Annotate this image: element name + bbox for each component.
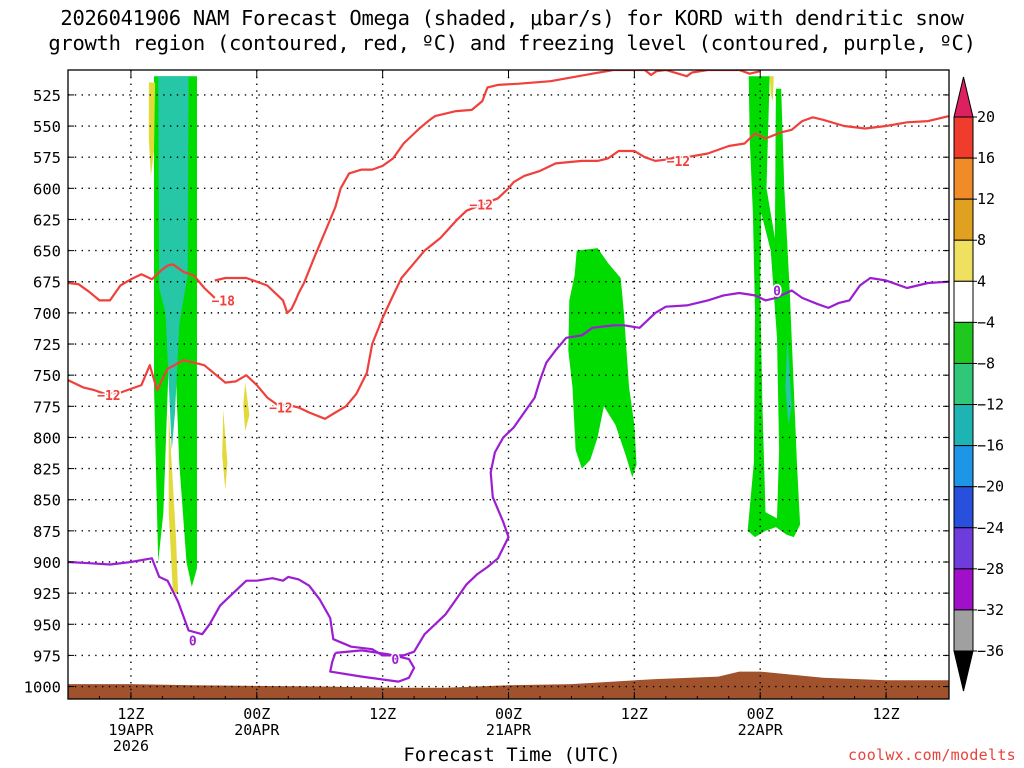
contour-label: −12	[667, 155, 690, 170]
colorbar-swatch	[953, 527, 974, 570]
y-tick-label: 750	[33, 367, 61, 385]
y-tick-label: 775	[33, 398, 61, 416]
y-tick-label: 625	[33, 211, 61, 229]
colorbar-swatch	[953, 116, 974, 159]
x-tick-label: 12Z	[621, 705, 648, 723]
credit-link[interactable]: coolwx.com/modelts	[848, 746, 1016, 764]
colorbar-swatch	[953, 362, 974, 406]
colorbar-label: −36	[977, 642, 1004, 660]
y-tick-label: 1000	[24, 679, 61, 697]
contour-label: −18	[211, 294, 235, 309]
x-tick-label: 22APR	[738, 721, 784, 739]
colorbar-label: −32	[977, 601, 1004, 619]
y-tick-label: 800	[33, 429, 61, 447]
colorbar-swatch	[953, 568, 974, 611]
colorbar-swatch	[953, 198, 974, 241]
omega-yellow-a	[148, 82, 156, 176]
contour-lines	[68, 70, 949, 683]
dgz-12-upper	[676, 115, 949, 159]
colorbar-swatch	[953, 239, 974, 282]
chart-title: 2026041906 NAM Forecast Omega (shaded, μ…	[0, 6, 1024, 56]
contour-label: 0	[391, 653, 399, 668]
colorbar-label: 12	[977, 190, 995, 208]
omega-shading	[68, 76, 949, 699]
x-tick-label: 20APR	[234, 721, 280, 739]
contour-label: 0	[189, 634, 197, 649]
title-line-2: growth region (contoured, red, ºC) and f…	[48, 31, 976, 55]
colorbar-arrow-top	[953, 76, 974, 118]
colorbar-swatch	[953, 157, 974, 200]
omega-yellow-d	[243, 382, 250, 432]
contour-label: 0	[773, 284, 781, 299]
omega-teal-early	[158, 76, 189, 450]
terrain	[68, 671, 949, 699]
omega-green-mid	[568, 248, 637, 478]
y-tick-label: 525	[33, 87, 61, 105]
colorbar-label: −20	[977, 478, 1004, 496]
y-tick-label: 950	[33, 616, 61, 634]
x-tick-label: 2026	[113, 737, 149, 755]
dgz-18-lower	[68, 263, 216, 302]
title-line-1: 2026041906 NAM Forecast Omega (shaded, μ…	[60, 6, 964, 30]
colorbar-label: 4	[977, 272, 986, 290]
colorbar-label: −24	[977, 519, 1004, 537]
omega-teal-late	[785, 337, 792, 425]
y-tick-label: 550	[33, 118, 61, 136]
contour-label: −12	[269, 402, 292, 417]
colorbar-label: 16	[977, 149, 995, 167]
dgz-18-upper	[214, 70, 761, 314]
y-tick-label: 875	[33, 523, 61, 541]
y-tick-label: 900	[33, 554, 61, 572]
colorbar-swatch	[953, 486, 974, 529]
contour-label: −12	[97, 389, 120, 404]
colorbar-label: −12	[977, 396, 1004, 414]
y-tick-label: 725	[33, 336, 61, 354]
x-tick-label: 12Z	[117, 705, 144, 723]
colorbar-label: −28	[977, 560, 1004, 578]
omega-yellow-b	[168, 412, 179, 594]
x-tick-label: 00Z	[747, 705, 774, 723]
y-tick-label: 975	[33, 647, 61, 665]
x-tick-label: 00Z	[243, 705, 270, 723]
y-tick-label: 675	[33, 274, 61, 292]
y-axis: 525 550 575 600 625 650 675 700 725 750 775 800 825 8…	[24, 87, 949, 697]
colorbar: 20 16 12 8 4 −4 −8 −12 −16 −20 −24 −28 −32 −36	[953, 76, 1004, 692]
colorbar-label: −4	[977, 313, 995, 331]
x-tick-label: 12Z	[873, 705, 900, 723]
y-tick-label: 925	[33, 585, 61, 603]
x-tick-label: 12Z	[369, 705, 396, 723]
omega-white-hole	[760, 213, 780, 519]
x-axis-label: Forecast Time (UTC)	[403, 744, 621, 766]
colorbar-swatch	[953, 280, 974, 323]
grid-lines	[68, 70, 949, 699]
y-tick-label: 700	[33, 305, 61, 323]
x-tick-label: 19APR	[108, 721, 154, 739]
colorbar-label: 20	[977, 108, 995, 126]
colorbar-swatch	[953, 404, 974, 447]
omega-yellow-late	[769, 76, 774, 102]
colorbar-swatch	[953, 445, 974, 488]
colorbar-swatch	[953, 609, 974, 652]
freezing-0	[68, 276, 949, 657]
colorbar-label: −8	[977, 354, 995, 372]
y-tick-label: 850	[33, 492, 61, 510]
x-tick-label: 21APR	[486, 721, 532, 739]
y-tick-label: 600	[33, 180, 61, 198]
plot-frame	[67, 69, 950, 700]
colorbar-label: −16	[977, 437, 1004, 455]
freezing-0-loop	[329, 649, 416, 683]
y-tick-label: 575	[33, 149, 61, 167]
y-tick-label: 650	[33, 243, 61, 261]
colorbar-arrow-bottom	[953, 650, 974, 692]
y-tick-label: 825	[33, 461, 61, 479]
dgz-12-lower	[68, 149, 677, 420]
colorbar-label: 8	[977, 231, 986, 249]
omega-yellow-c	[222, 410, 228, 490]
x-tick-label: 00Z	[495, 705, 522, 723]
contour-label: −12	[469, 199, 492, 214]
contour-labels: −18 −12 −12 −12 −12 0 0 0	[96, 153, 783, 669]
colorbar-swatch	[953, 321, 974, 364]
